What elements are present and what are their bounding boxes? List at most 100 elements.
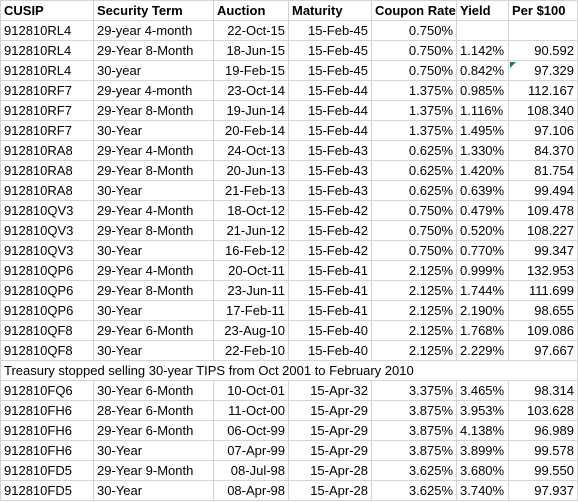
cell-security-term[interactable]: 28-Year 6-Month: [93, 400, 214, 421]
cell-cusip[interactable]: 912810QV3: [0, 220, 94, 241]
cell-security-term[interactable]: 30-Year: [93, 480, 214, 501]
cell-yield[interactable]: 1.495%: [456, 120, 509, 141]
cell-per-100[interactable]: 97.106: [508, 120, 578, 141]
cell-per-100[interactable]: 99.578: [508, 440, 578, 461]
cell-auction[interactable]: 19-Feb-15: [213, 60, 289, 81]
cell-per-100[interactable]: 98.655: [508, 300, 578, 321]
cell-per-100[interactable]: [508, 20, 578, 41]
cell-coupon-rate[interactable]: 3.875%: [371, 420, 457, 441]
cell-auction[interactable]: 22-Oct-15: [213, 20, 289, 41]
cell-cusip[interactable]: 912810RL4: [0, 40, 94, 61]
cell-cusip[interactable]: 912810QP6: [0, 260, 94, 281]
cell-coupon-rate[interactable]: 1.375%: [371, 80, 457, 101]
comment-indicator-icon[interactable]: [509, 61, 516, 68]
cell-coupon-rate[interactable]: 1.375%: [371, 120, 457, 141]
cell-per-100[interactable]: 97.937: [508, 480, 578, 501]
cell-per-100[interactable]: 96.989: [508, 420, 578, 441]
cell-coupon-rate[interactable]: 0.750%: [371, 40, 457, 61]
cell-per-100[interactable]: 97.329: [508, 60, 578, 81]
cell-yield[interactable]: 2.190%: [456, 300, 509, 321]
cell-maturity[interactable]: 15-Apr-29: [288, 420, 372, 441]
cell-yield[interactable]: 3.465%: [456, 380, 509, 401]
cell-security-term[interactable]: 29-Year 8-Month: [93, 220, 214, 241]
cell-per-100[interactable]: 132.953: [508, 260, 578, 281]
cell-yield[interactable]: 4.138%: [456, 420, 509, 441]
cell-security-term[interactable]: 29-year 4-month: [93, 80, 214, 101]
cell-auction[interactable]: 18-Oct-12: [213, 200, 289, 221]
cell-maturity[interactable]: 15-Feb-41: [288, 280, 372, 301]
cell-security-term[interactable]: 29-Year 6-Month: [93, 420, 214, 441]
header-maturity[interactable]: Maturity: [288, 0, 372, 21]
cell-cusip[interactable]: 912810RF7: [0, 120, 94, 141]
cell-auction[interactable]: 23-Oct-14: [213, 80, 289, 101]
cell-cusip[interactable]: 912810FH6: [0, 400, 94, 421]
cell-auction[interactable]: 08-Apr-98: [213, 480, 289, 501]
cell-cusip[interactable]: 912810FH6: [0, 440, 94, 461]
cell-maturity[interactable]: 15-Apr-32: [288, 380, 372, 401]
cell-auction[interactable]: 20-Oct-11: [213, 260, 289, 281]
cell-coupon-rate[interactable]: 2.125%: [371, 260, 457, 281]
cell-coupon-rate[interactable]: 3.875%: [371, 400, 457, 421]
cell-maturity[interactable]: 15-Feb-43: [288, 140, 372, 161]
cell-coupon-rate[interactable]: 2.125%: [371, 320, 457, 341]
cell-auction[interactable]: 20-Feb-14: [213, 120, 289, 141]
cell-security-term[interactable]: 30-Year: [93, 180, 214, 201]
cell-maturity[interactable]: 15-Feb-42: [288, 240, 372, 261]
cell-cusip[interactable]: 912810FH6: [0, 420, 94, 441]
cell-yield[interactable]: 3.680%: [456, 460, 509, 481]
cell-coupon-rate[interactable]: 3.625%: [371, 480, 457, 501]
cell-auction[interactable]: 24-Oct-13: [213, 140, 289, 161]
header-auction[interactable]: Auction: [213, 0, 289, 21]
header-coupon-rate[interactable]: Coupon Rate: [371, 0, 457, 21]
cell-coupon-rate[interactable]: 0.625%: [371, 160, 457, 181]
cell-auction[interactable]: 17-Feb-11: [213, 300, 289, 321]
cell-auction[interactable]: 07-Apr-99: [213, 440, 289, 461]
cell-coupon-rate[interactable]: 2.125%: [371, 280, 457, 301]
cell-yield[interactable]: 1.142%: [456, 40, 509, 61]
cell-maturity[interactable]: 15-Apr-28: [288, 480, 372, 501]
cell-yield[interactable]: 0.842%: [456, 60, 509, 81]
cell-cusip[interactable]: 912810FQ6: [0, 380, 94, 401]
cell-security-term[interactable]: 30-Year: [93, 240, 214, 261]
cell-coupon-rate[interactable]: 0.750%: [371, 220, 457, 241]
cell-per-100[interactable]: 90.592: [508, 40, 578, 61]
cell-coupon-rate[interactable]: 3.375%: [371, 380, 457, 401]
cell-yield[interactable]: [456, 20, 509, 41]
cell-coupon-rate[interactable]: 0.750%: [371, 240, 457, 261]
cell-maturity[interactable]: 15-Feb-42: [288, 200, 372, 221]
cell-maturity[interactable]: 15-Feb-45: [288, 40, 372, 61]
cell-yield[interactable]: 3.899%: [456, 440, 509, 461]
header-yield[interactable]: Yield: [456, 0, 509, 21]
cell-auction[interactable]: 10-Oct-01: [213, 380, 289, 401]
cell-cusip[interactable]: 912810RF7: [0, 100, 94, 121]
cell-auction[interactable]: 11-Oct-00: [213, 400, 289, 421]
cell-cusip[interactable]: 912810RL4: [0, 20, 94, 41]
header-security-term[interactable]: Security Term: [93, 0, 214, 21]
cell-cusip[interactable]: 912810QV3: [0, 200, 94, 221]
cell-auction[interactable]: 18-Jun-15: [213, 40, 289, 61]
cell-security-term[interactable]: 29-Year 8-Month: [93, 280, 214, 301]
cell-maturity[interactable]: 15-Feb-44: [288, 120, 372, 141]
cell-auction[interactable]: 19-Jun-14: [213, 100, 289, 121]
cell-auction[interactable]: 22-Feb-10: [213, 340, 289, 361]
cell-yield[interactable]: 3.740%: [456, 480, 509, 501]
cell-maturity[interactable]: 15-Apr-29: [288, 400, 372, 421]
cell-per-100[interactable]: 112.167: [508, 80, 578, 101]
header-per-100[interactable]: Per $100: [508, 0, 578, 21]
note-cell[interactable]: Treasury stopped selling 30-year TIPS fr…: [0, 360, 578, 381]
cell-yield[interactable]: 0.999%: [456, 260, 509, 281]
cell-maturity[interactable]: 15-Feb-43: [288, 180, 372, 201]
cell-coupon-rate[interactable]: 0.750%: [371, 60, 457, 81]
cell-auction[interactable]: 16-Feb-12: [213, 240, 289, 261]
cell-coupon-rate[interactable]: 1.375%: [371, 100, 457, 121]
cell-auction[interactable]: 20-Jun-13: [213, 160, 289, 181]
cell-per-100[interactable]: 109.478: [508, 200, 578, 221]
cell-maturity[interactable]: 15-Feb-41: [288, 260, 372, 281]
cell-maturity[interactable]: 15-Apr-28: [288, 460, 372, 481]
cell-yield[interactable]: 0.520%: [456, 220, 509, 241]
cell-cusip[interactable]: 912810RA8: [0, 160, 94, 181]
cell-maturity[interactable]: 15-Feb-42: [288, 220, 372, 241]
cell-cusip[interactable]: 912810QF8: [0, 320, 94, 341]
cell-security-term[interactable]: 30-Year 6-Month: [93, 380, 214, 401]
cell-coupon-rate[interactable]: 0.625%: [371, 140, 457, 161]
